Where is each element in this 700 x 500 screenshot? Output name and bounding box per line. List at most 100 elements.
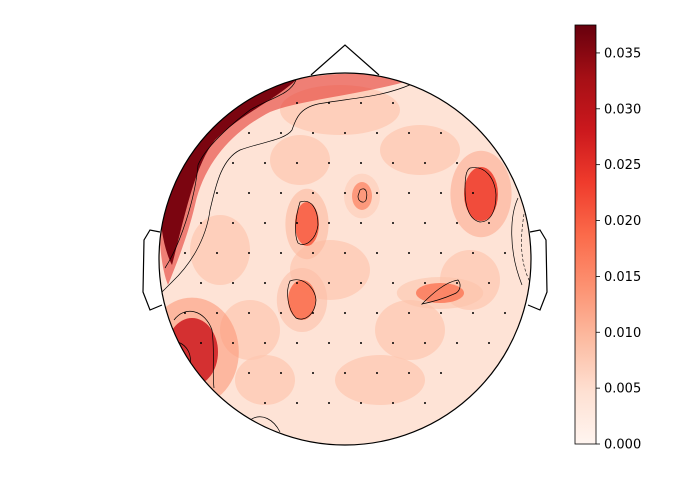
sensor-dot	[328, 282, 330, 284]
sensor-dot	[408, 372, 410, 374]
colorbar-tick-label: 0.020	[604, 214, 641, 229]
sensor-dot	[264, 342, 266, 344]
sensor-dot	[328, 402, 330, 404]
sensor-dot	[440, 312, 442, 314]
sensor-dot	[392, 402, 394, 404]
sensor-dot	[488, 222, 490, 224]
sensor-dot	[472, 252, 474, 254]
sensor-dot	[280, 252, 282, 254]
colorbar-tick-label: 0.015	[604, 270, 641, 285]
sensor-dot	[376, 252, 378, 254]
sensor-dot	[184, 252, 186, 254]
head-outline	[158, 72, 532, 446]
hotspot-left-central	[288, 280, 316, 320]
sensor-dot	[312, 312, 314, 314]
sensor-dot	[248, 252, 250, 254]
hotspot-frontal-midline	[352, 182, 372, 210]
sensor-dot	[232, 162, 234, 164]
sensor-dot	[280, 372, 282, 374]
hotspot-right-frontal-lateral	[464, 167, 498, 221]
sensor-dot	[424, 402, 426, 404]
sensor-dot	[296, 342, 298, 344]
sensor-dot	[200, 282, 202, 284]
hotspot-left-temporal-lower	[166, 318, 218, 386]
sensor-dot	[424, 162, 426, 164]
soft-activation-patch	[380, 125, 460, 175]
sensor-dot	[344, 252, 346, 254]
sensor-dot	[392, 282, 394, 284]
sensor-dot	[456, 222, 458, 224]
sensor-dot	[264, 282, 266, 284]
sensor-dot	[216, 192, 218, 194]
hotspot-left-frontal-central	[295, 202, 319, 246]
sensor-dot	[456, 162, 458, 164]
sensor-dot	[456, 342, 458, 344]
right-ear-outline	[527, 229, 548, 311]
sensor-dot	[360, 282, 362, 284]
sensor-dot	[216, 312, 218, 314]
sensor-dot	[216, 252, 218, 254]
sensor-dot	[440, 192, 442, 194]
colorbar-tick-label: 0.005	[604, 382, 641, 397]
sensor-dot	[408, 312, 410, 314]
colorbar-tick-label: 0.000	[604, 438, 641, 453]
sensor-dot	[328, 222, 330, 224]
soft-activation-patch	[335, 355, 425, 405]
sensor-dot	[248, 372, 250, 374]
sensor-dot	[248, 192, 250, 194]
sensor-dot	[392, 102, 394, 104]
sensor-dot	[264, 222, 266, 224]
left-ear-outline	[142, 229, 163, 311]
sensor-dot	[328, 342, 330, 344]
contour-lines-dashed	[521, 213, 531, 283]
sensor-dot	[472, 312, 474, 314]
sensor-dot	[296, 162, 298, 164]
sensor-dot	[296, 222, 298, 224]
sensor-markers	[184, 102, 506, 404]
sensor-dot	[360, 222, 362, 224]
sensor-dot	[264, 162, 266, 164]
sensor-dot	[376, 312, 378, 314]
sensor-dot	[280, 132, 282, 134]
sensor-dot	[392, 162, 394, 164]
colorbar-tick-label: 0.035	[604, 46, 641, 61]
colorbar: 0.000 0.005 0.010 0.015 0.020 0.025 0.030 0.035	[574, 24, 641, 453]
colorbar-tick-label: 0.025	[604, 158, 641, 173]
sensor-dot	[328, 162, 330, 164]
sensor-dot	[232, 282, 234, 284]
sensor-dot	[344, 372, 346, 374]
sensor-dot	[264, 402, 266, 404]
sensor-dot	[280, 312, 282, 314]
sensor-dot	[232, 222, 234, 224]
sensor-dot	[184, 312, 186, 314]
sensor-dot	[504, 252, 506, 254]
sensor-dot	[296, 402, 298, 404]
sensor-dot	[408, 132, 410, 134]
sensor-dot	[232, 342, 234, 344]
sensor-dot	[312, 192, 314, 194]
sensor-dot	[424, 342, 426, 344]
sensor-dot	[360, 342, 362, 344]
topomap-field	[159, 73, 531, 445]
sensor-dot	[360, 402, 362, 404]
colorbar-tick-label: 0.030	[604, 102, 641, 117]
sensor-dot	[440, 132, 442, 134]
sensor-dot	[360, 162, 362, 164]
sensor-dot	[376, 132, 378, 134]
colorbar-gradient	[574, 24, 597, 445]
sensor-dot	[488, 342, 490, 344]
colorbar-ticks: 0.000 0.005 0.010 0.015 0.020 0.025 0.030 0.035	[596, 46, 641, 453]
sensor-dot	[328, 102, 330, 104]
sensor-dot	[392, 222, 394, 224]
sensor-dot	[312, 372, 314, 374]
sensor-dot	[200, 342, 202, 344]
sensor-dot	[248, 312, 250, 314]
sensor-dot	[424, 222, 426, 224]
sensor-dot	[472, 192, 474, 194]
soft-activation-patch	[270, 135, 330, 185]
sensor-dot	[408, 252, 410, 254]
sensor-dot	[392, 342, 394, 344]
sensor-dot	[312, 252, 314, 254]
soft-activation-patch	[235, 355, 295, 405]
sensor-dot	[296, 282, 298, 284]
